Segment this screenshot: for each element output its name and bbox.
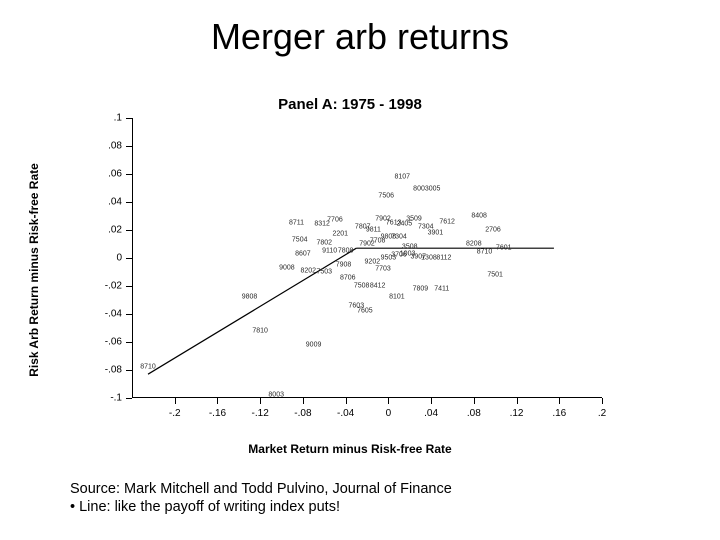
y-tick xyxy=(126,230,132,231)
data-point-label: 7411 xyxy=(434,285,449,292)
data-point-label: 8112 xyxy=(436,255,451,262)
data-point-label: 9202 xyxy=(365,259,381,266)
x-tick xyxy=(303,398,304,404)
data-point-label: 7706 xyxy=(327,217,343,224)
data-point-label: 8408 xyxy=(471,213,487,220)
x-tick xyxy=(175,398,176,404)
x-tick-label: -.16 xyxy=(209,408,226,419)
data-point-label: 7802 xyxy=(316,239,332,246)
data-point-label: 7808 xyxy=(338,248,354,255)
x-tick-label: -.12 xyxy=(252,408,269,419)
x-tick xyxy=(346,398,347,404)
x-tick-label: .12 xyxy=(510,408,524,419)
y-tick xyxy=(126,174,132,175)
data-point-label: 8208 xyxy=(466,241,482,248)
data-point-label: 9808 xyxy=(242,294,258,301)
y-tick-label: -.02 xyxy=(105,281,122,292)
y-tick xyxy=(126,398,132,399)
y-tick-label: -.08 xyxy=(105,365,122,376)
x-tick-label: -.2 xyxy=(169,408,181,419)
x-tick xyxy=(388,398,389,404)
x-tick xyxy=(602,398,603,404)
data-point-label: 9110 xyxy=(322,248,337,255)
x-tick xyxy=(431,398,432,404)
data-point-label: 8003005 xyxy=(413,186,440,193)
x-tick-label: .08 xyxy=(467,408,481,419)
y-tick-label: .02 xyxy=(108,225,122,236)
y-tick-label: .08 xyxy=(108,141,122,152)
data-point-label: 8710 xyxy=(140,364,156,371)
data-point-label: 7908 xyxy=(336,262,352,269)
data-point-label: 7304 xyxy=(391,234,407,241)
data-point-label: 7506 xyxy=(378,193,394,200)
data-point-label: 7703 xyxy=(375,266,391,273)
data-point-label: 7605 xyxy=(357,308,373,315)
y-tick xyxy=(126,146,132,147)
slide-title: Merger arb returns xyxy=(0,16,720,58)
data-point-label: 7501 xyxy=(487,271,503,278)
data-point-label: 9811 xyxy=(366,227,381,234)
data-point-label: 7508 xyxy=(354,283,370,290)
data-point-label: 3901 xyxy=(428,229,444,236)
x-tick-label: 0 xyxy=(386,408,392,419)
x-tick-label: -.04 xyxy=(337,408,354,419)
data-point-label: 9009 xyxy=(306,341,322,348)
x-axis-label: Market Return minus Risk-free Rate xyxy=(60,442,640,456)
x-tick xyxy=(517,398,518,404)
x-tick xyxy=(217,398,218,404)
y-tick xyxy=(126,370,132,371)
y-tick-label: -.1 xyxy=(110,393,122,404)
y-tick xyxy=(126,342,132,343)
data-point-label: 7504 xyxy=(292,236,308,243)
data-point-label: 2201 xyxy=(332,231,348,238)
data-point-label: 8202 xyxy=(300,267,316,274)
data-point-label: 8710 xyxy=(477,249,493,256)
x-tick-label: .04 xyxy=(424,408,438,419)
x-tick-label: .2 xyxy=(598,408,606,419)
y-tick xyxy=(126,286,132,287)
caption-note: • Line: like the payoff of writing index… xyxy=(70,498,452,516)
x-tick xyxy=(474,398,475,404)
data-point-label: 8711 xyxy=(289,220,304,227)
data-point-label: 7503 xyxy=(316,269,332,276)
scatter-plot: -.1-.08-.06-.04-.020.02.04.06.08.1-.2-.1… xyxy=(132,118,602,398)
x-tick xyxy=(260,398,261,404)
y-tick-label: -.06 xyxy=(105,337,122,348)
data-point-label: 7612 xyxy=(439,218,455,225)
caption-source: Source: Mark Mitchell and Todd Pulvino, … xyxy=(70,480,452,498)
data-point-label: 8101 xyxy=(389,294,405,301)
data-point-label: 3509 xyxy=(406,215,422,222)
x-tick xyxy=(559,398,560,404)
y-axis-label: Risk Arb Return minus Risk-free Rate xyxy=(27,163,41,377)
y-tick xyxy=(126,202,132,203)
y-tick-label: .1 xyxy=(114,113,122,124)
x-tick-label: .16 xyxy=(552,408,566,419)
x-tick-label: -.08 xyxy=(294,408,311,419)
data-point-label: 1308 xyxy=(421,255,437,262)
data-point-label: 9008 xyxy=(279,264,295,271)
data-point-label: 7810 xyxy=(252,327,268,334)
chart-area: Panel A: 1975 - 1998 Risk Arb Return min… xyxy=(60,90,640,450)
y-tick-label: .06 xyxy=(108,169,122,180)
fit-line-segment xyxy=(148,248,356,374)
caption: Source: Mark Mitchell and Todd Pulvino, … xyxy=(70,480,452,516)
panel-title: Panel A: 1975 - 1998 xyxy=(60,96,640,113)
data-point-label: 8003 xyxy=(268,392,284,399)
data-point-label: 7601 xyxy=(496,245,512,252)
y-tick-label: -.04 xyxy=(105,309,122,320)
y-tick xyxy=(126,118,132,119)
y-tick-label: .04 xyxy=(108,197,122,208)
data-point-label: 8706 xyxy=(340,274,356,281)
data-point-label: 8107 xyxy=(394,173,410,180)
y-tick-label: 0 xyxy=(116,253,122,264)
data-point-label: 8607 xyxy=(295,250,311,257)
data-point-label: 8412 xyxy=(370,283,386,290)
data-point-label: 3508 xyxy=(402,243,418,250)
data-point-label: 2706 xyxy=(485,227,501,234)
y-tick xyxy=(126,258,132,259)
y-tick xyxy=(126,314,132,315)
data-point-label: 7809 xyxy=(413,285,429,292)
